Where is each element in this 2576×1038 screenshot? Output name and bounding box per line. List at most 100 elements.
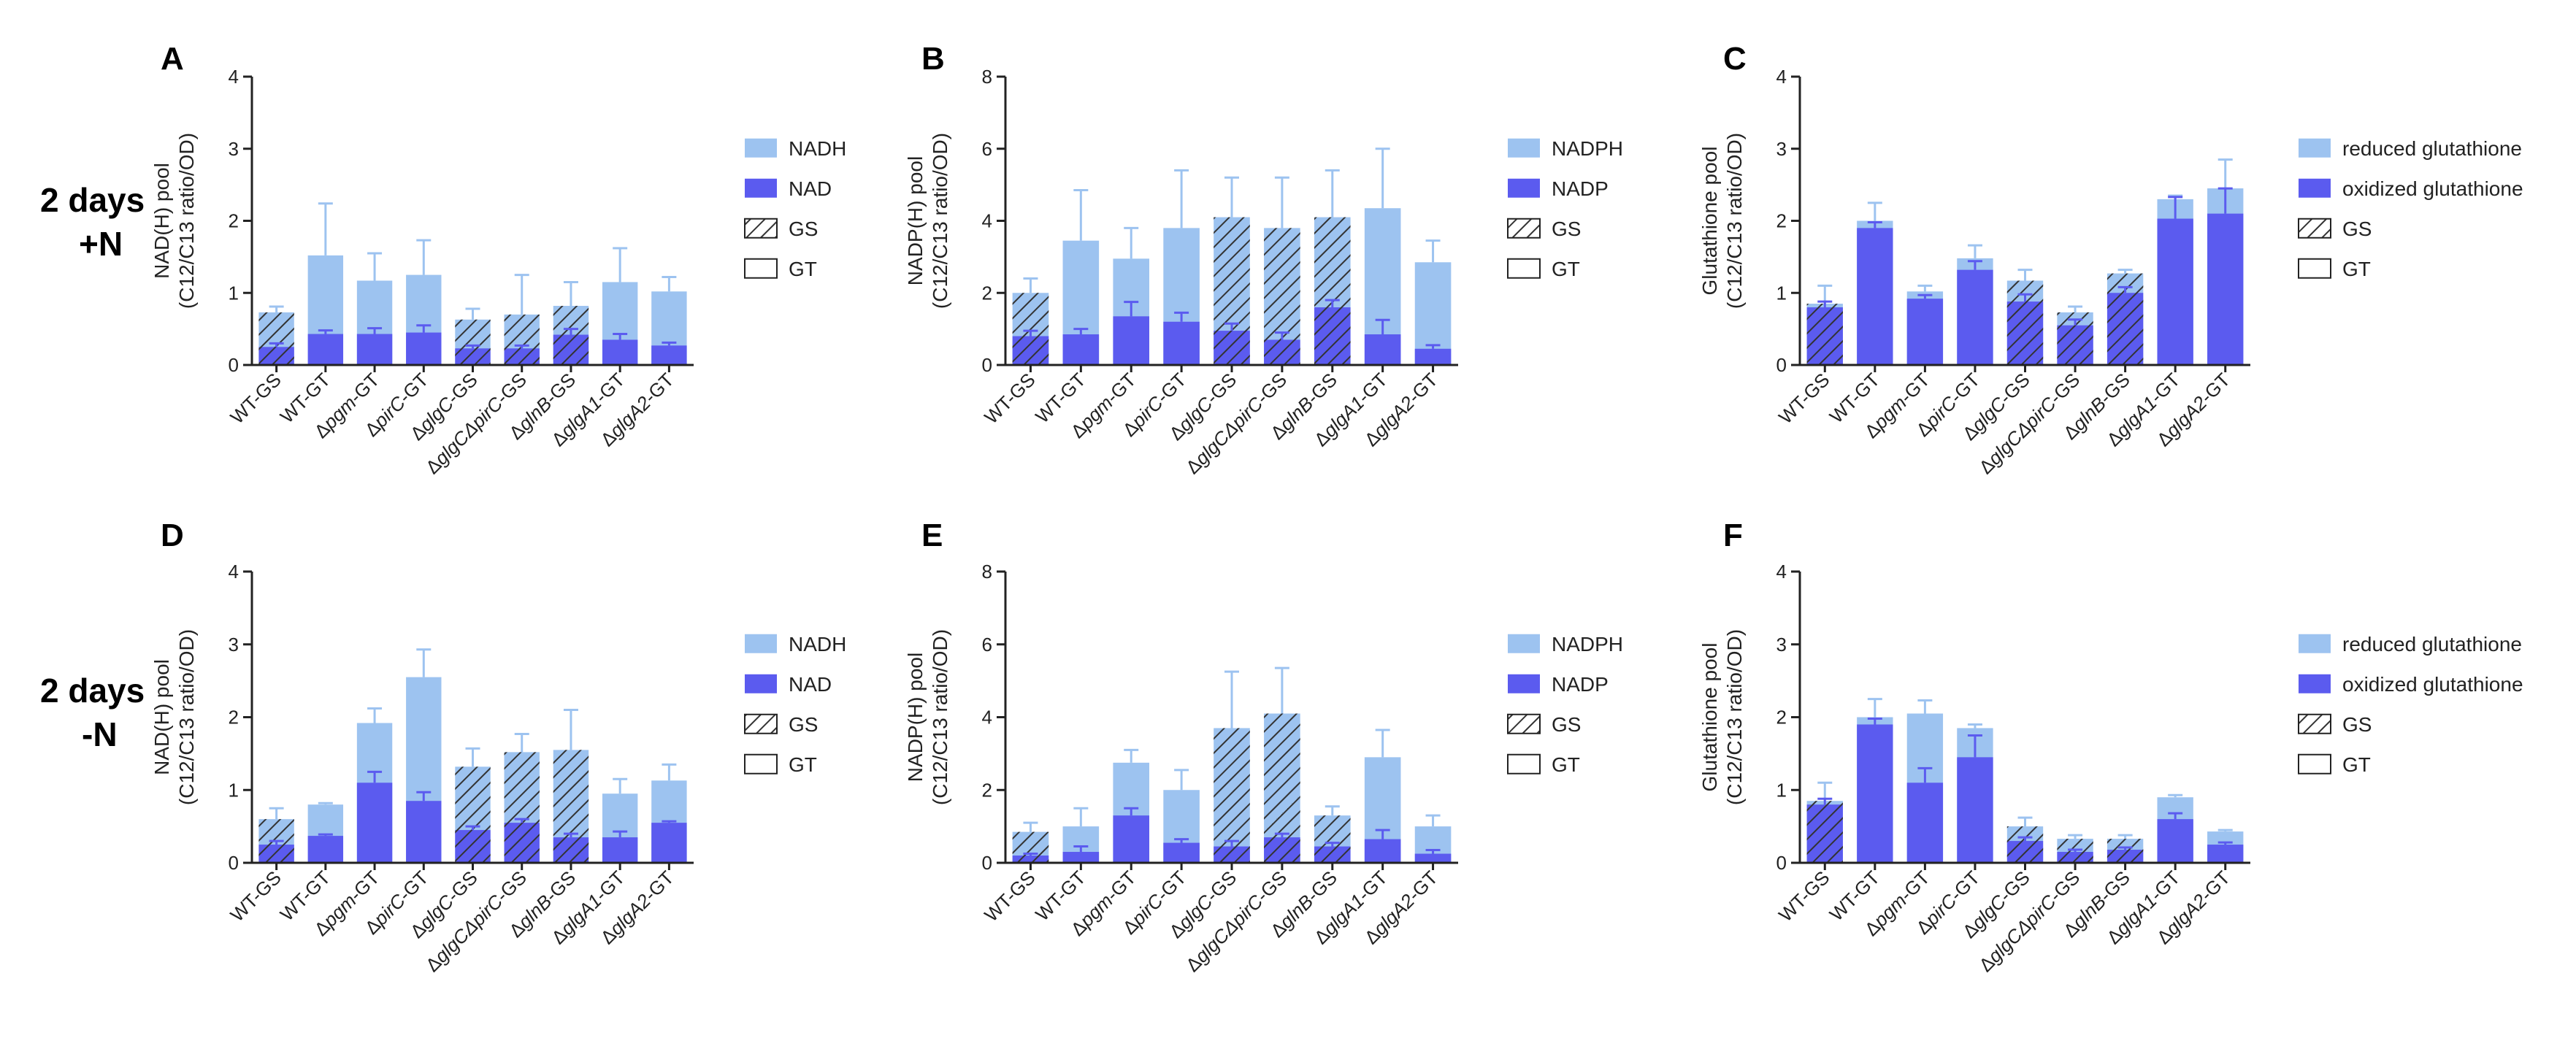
legend-swatch-F-3 — [2298, 753, 2331, 774]
y-tick-label-B-0: 0 — [982, 354, 992, 376]
panel-F: F Glutathione pool (C12/C13 ratio/OD) WT-GS… — [1698, 518, 2523, 976]
y-axis-label-D-line1: NAD(H) pool — [150, 659, 173, 775]
bar-F-2-dark — [1906, 783, 1944, 863]
bar-F-3-dark — [1957, 757, 1993, 863]
y-tick-label-A-0: 0 — [229, 354, 239, 376]
legend-label-C-0: reduced glutathione — [2342, 137, 2522, 160]
bar-A-2-dark — [356, 334, 393, 365]
bar-F-4-hatch — [2006, 826, 2044, 863]
legend-swatch-C-1 — [2299, 178, 2331, 198]
bar-D-8-dark — [651, 823, 687, 863]
bar-F-7-dark — [2157, 819, 2193, 863]
y-axis-label-A-line2: (C12/C13 ratio/OD) — [175, 133, 198, 309]
legend-label-B-0: NADPH — [1552, 137, 1623, 160]
y-tick-label-F-4: 4 — [1776, 561, 1787, 583]
bar-E-8-dark — [1414, 853, 1452, 863]
bar-D-3-dark — [406, 801, 442, 863]
y-axis-label-F-line1: Glutathione pool — [1698, 643, 1721, 792]
y-tick-label-D-0: 0 — [229, 852, 239, 874]
bar-A-3-dark — [406, 332, 442, 365]
bar-D-1-dark — [307, 836, 344, 863]
legend-swatch-B-2 — [1507, 218, 1541, 239]
row-label-top-line1: 2 days — [40, 181, 145, 219]
legend-label-E-1: NADP — [1552, 673, 1609, 696]
y-tick-label-C-4: 4 — [1776, 66, 1787, 88]
y-axis-label-E-line1: NADP(H) pool — [904, 653, 927, 782]
y-axis-label-B-line2: (C12/C13 ratio/OD) — [929, 133, 951, 309]
y-tick-label-D-3: 3 — [229, 634, 239, 656]
legend-label-A-3: GT — [789, 258, 817, 280]
y-axis-label-C-line1: Glutathione pool — [1698, 147, 1721, 296]
legend-swatch-C-2 — [2298, 218, 2331, 239]
x-tick-label-A-0: WT-GS — [226, 369, 285, 428]
y-tick-label-D-4: 4 — [229, 561, 239, 583]
y-tick-label-B-1: 2 — [982, 282, 992, 304]
y-tick-label-B-3: 6 — [982, 138, 992, 160]
bar-E-5-hatch — [1264, 713, 1300, 863]
y-tick-label-E-1: 2 — [982, 779, 992, 801]
bar-A-0-hatch — [258, 312, 294, 365]
row-label-bottom-line1: 2 days — [40, 672, 145, 710]
bar-B-8-dark — [1414, 348, 1452, 365]
legend-swatch-D-3 — [744, 753, 778, 774]
legend-label-C-1: oxidized glutathione — [2342, 177, 2523, 200]
legend-label-E-3: GT — [1552, 753, 1580, 776]
y-tick-label-F-3: 3 — [1776, 634, 1787, 656]
y-tick-label-A-4: 4 — [229, 66, 239, 88]
legend-label-B-2: GS — [1552, 218, 1581, 240]
legend-swatch-E-2 — [1507, 713, 1541, 734]
legend-label-C-3: GT — [2342, 258, 2371, 280]
x-tick-label-D-0: WT-GS — [226, 866, 285, 926]
y-tick-label-D-1: 1 — [229, 779, 239, 801]
bar-D-4-hatch — [455, 766, 491, 863]
y-tick-label-C-1: 1 — [1776, 282, 1787, 304]
bar-A-4-hatch — [455, 319, 491, 365]
bar-A-6-hatch — [553, 306, 589, 365]
legend-label-B-1: NADP — [1552, 177, 1609, 200]
legend-label-A-0: NADH — [789, 137, 846, 160]
legend-swatch-F-0 — [2299, 634, 2331, 653]
legend-swatch-A-3 — [744, 258, 778, 279]
legend-label-D-3: GT — [789, 753, 817, 776]
bar-E-3-dark — [1163, 842, 1200, 863]
legend-swatch-A-2 — [744, 218, 778, 239]
y-tick-label-A-1: 1 — [229, 282, 239, 304]
bar-A-8-dark — [651, 345, 687, 365]
y-tick-label-F-2: 2 — [1776, 707, 1787, 728]
legend-label-C-2: GS — [2342, 218, 2372, 240]
panel-letter-A: A — [161, 41, 184, 77]
y-axis-label-F-line2: (C12/C13 ratio/OD) — [1723, 629, 1746, 805]
y-axis-label-A-line1: NAD(H) pool — [150, 163, 173, 279]
legend-swatch-B-0 — [1508, 138, 1540, 158]
bar-A-5-hatch — [504, 314, 540, 365]
y-tick-label-B-2: 4 — [982, 210, 992, 232]
y-tick-label-D-2: 2 — [229, 707, 239, 728]
y-tick-label-A-3: 3 — [229, 138, 239, 160]
legend-swatch-E-0 — [1508, 634, 1540, 653]
bar-B-2-dark — [1113, 316, 1150, 365]
bar-C-3-dark — [1957, 269, 1993, 365]
legend-swatch-E-3 — [1507, 753, 1541, 774]
row-labels: 2 days +N 2 days -N — [40, 181, 145, 753]
y-tick-label-E-4: 8 — [982, 561, 992, 583]
legend-label-F-3: GT — [2342, 753, 2371, 776]
panel-letter-D: D — [161, 518, 184, 553]
legend-swatch-C-3 — [2298, 258, 2331, 279]
legend-swatch-A-0 — [745, 138, 777, 158]
bar-E-2-dark — [1113, 815, 1150, 863]
y-tick-label-E-0: 0 — [982, 852, 992, 874]
legend-swatch-D-2 — [744, 713, 778, 734]
panel-C: C Glutathione pool (C12/C13 ratio/OD) WT-GS… — [1698, 41, 2523, 478]
bar-C-1-dark — [1857, 228, 1893, 365]
x-tick-label-E-0: WT-GS — [980, 866, 1039, 926]
legend-label-A-2: GS — [789, 218, 818, 240]
x-tick-label-F-0: WT-GS — [1774, 866, 1833, 926]
panel-letter-B: B — [921, 41, 945, 77]
legend-swatch-D-1 — [745, 674, 777, 693]
y-tick-label-A-2: 2 — [229, 210, 239, 232]
legend-label-D-0: NADH — [789, 633, 846, 656]
